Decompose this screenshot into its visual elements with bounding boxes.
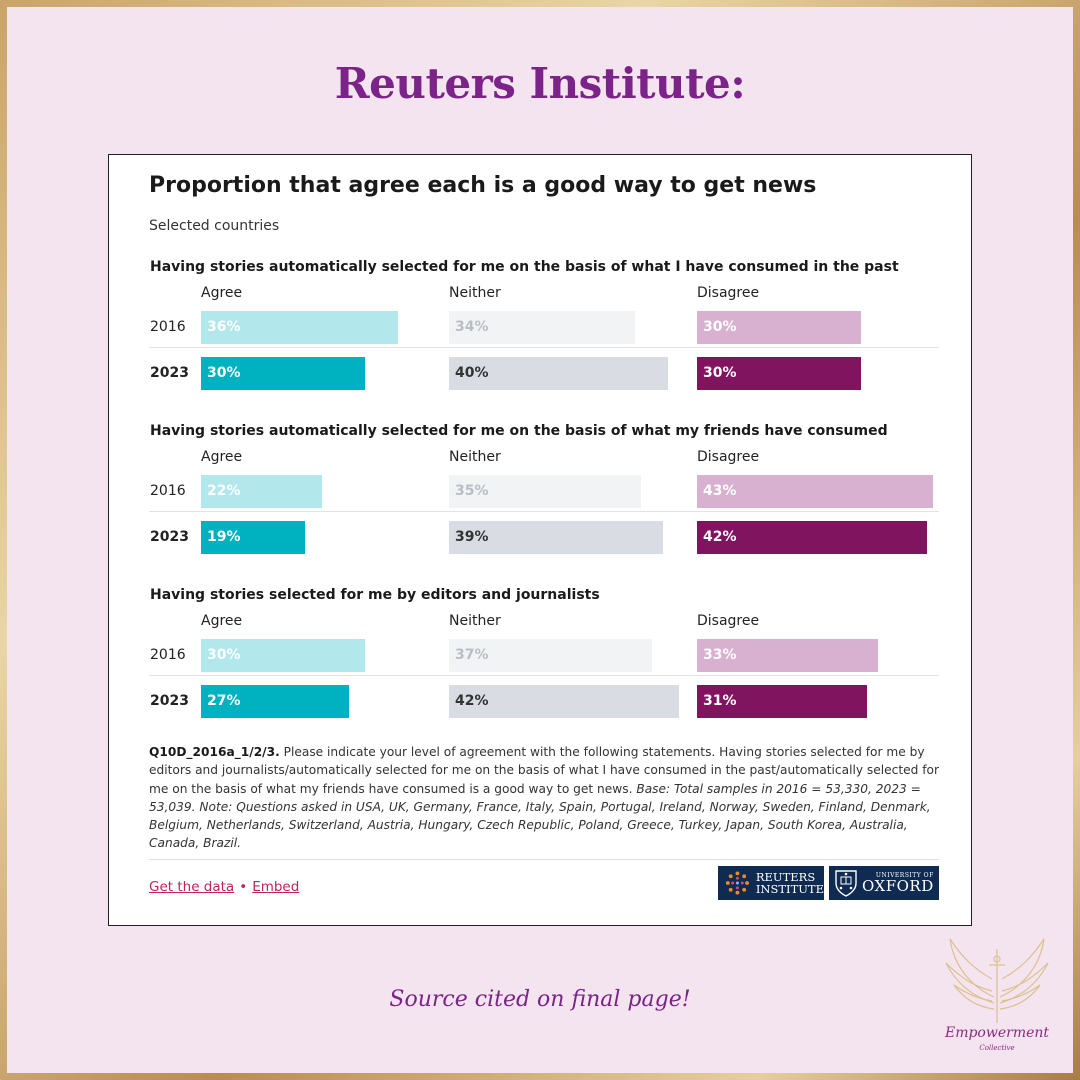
column-header-agree: Agree [201,285,243,301]
chart-subtitle: Selected countries [149,218,280,234]
bar-disagree-2023: 31% [697,685,867,718]
column-header-agree: Agree [201,613,243,629]
bar-agree-2016: 36% [201,311,398,344]
row-divider [149,511,939,512]
chart-card: Proportion that agree each is a good way… [108,154,972,926]
column-header-neither: Neither [449,285,501,301]
bar-agree-2023: 19% [201,521,305,554]
column-header-disagree: Disagree [697,613,760,629]
bar-neither-2016: 35% [449,475,641,508]
footer-divider [149,859,939,860]
bar-agree-2023: 27% [201,685,349,718]
empowerment-collective-logo: Empowerment Collective [932,927,1062,1062]
bar-agree-2023: 30% [201,357,365,390]
bar-disagree-2016: 30% [697,311,861,344]
logo-oxford-small: UNIVERSITY OF [875,872,934,879]
column-header-neither: Neither [449,613,501,629]
year-label: 2023 [150,529,189,545]
chart-title: Proportion that agree each is a good way… [149,173,817,198]
bar-disagree-2023: 42% [697,521,927,554]
logo-reuters-line2: INSTITUTE [755,882,824,896]
notes-question-code: Q10D_2016a_1/2/3. [149,745,280,759]
chart-panel: Having stories automatically selected fo… [149,423,939,573]
embed-link[interactable]: Embed [252,879,300,895]
chart-panel: Having stories selected for me by editor… [149,587,939,737]
get-the-data-link[interactable]: Get the data [149,879,235,895]
column-header-agree: Agree [201,449,243,465]
bar-disagree-2016: 33% [697,639,878,672]
column-header-disagree: Disagree [697,285,760,301]
notes-base-text: Base: Total samples in 2016 = 53,330, 20… [149,781,931,851]
year-label: 2016 [150,319,186,335]
bar-agree-2016: 30% [201,639,365,672]
reuters-institute-logo[interactable]: REUTERS INSTITUTE [718,866,824,900]
panel-title: Having stories automatically selected fo… [150,423,888,439]
bar-neither-2023: 39% [449,521,663,554]
year-label: 2023 [150,365,189,381]
bar-neither-2023: 40% [449,357,668,390]
bar-agree-2016: 22% [201,475,322,508]
brand-subname: Collective [979,1044,1015,1052]
bar-neither-2016: 37% [449,639,652,672]
column-header-neither: Neither [449,449,501,465]
year-label: 2016 [150,483,186,499]
panel-title: Having stories automatically selected fo… [150,259,899,275]
reuters-dots-icon [725,871,749,895]
logo-oxford-big: OXFORD [862,877,934,895]
winged-sword-icon [945,938,1049,1023]
logo-reuters-line1: REUTERS [755,870,816,884]
slide: Reuters Institute: Proportion that agree… [7,7,1073,1073]
year-label: 2016 [150,647,186,663]
bar-neither-2016: 34% [449,311,635,344]
chart-notes: Q10D_2016a_1/2/3. Please indicate your l… [149,743,939,853]
oxford-crest-icon [835,870,857,897]
row-divider [149,675,939,676]
panel-title: Having stories selected for me by editor… [150,587,600,603]
brand-name: Empowerment [944,1025,1050,1041]
headline: Reuters Institute: [334,59,746,108]
notes-question-text: Please indicate your level of agreement … [149,745,940,796]
column-header-disagree: Disagree [697,449,760,465]
row-divider [149,347,939,348]
year-label: 2023 [150,693,189,709]
link-separator: • [239,879,248,895]
bar-neither-2023: 42% [449,685,679,718]
source-note: Source cited on final page! [389,987,691,1012]
chart-panel: Having stories automatically selected fo… [149,259,939,409]
bar-disagree-2016: 43% [697,475,933,508]
university-of-oxford-logo[interactable]: UNIVERSITY OF OXFORD [829,866,939,900]
footer-links: Get the data • Embed [149,879,299,895]
bar-disagree-2023: 30% [697,357,861,390]
